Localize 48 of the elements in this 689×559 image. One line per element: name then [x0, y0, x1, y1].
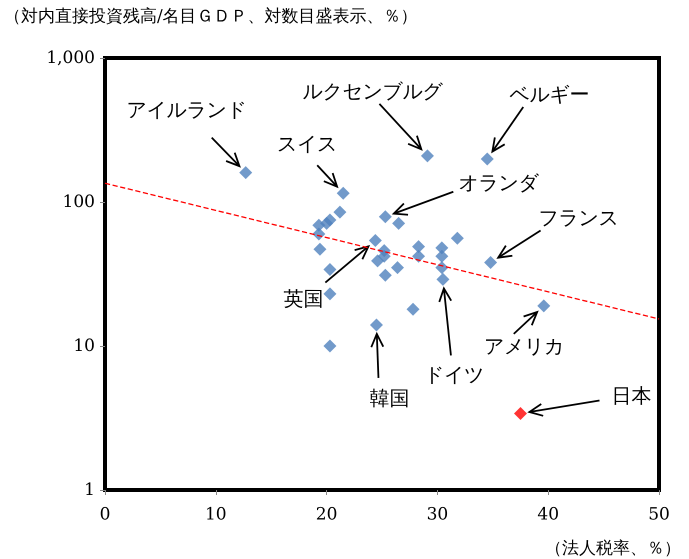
point — [436, 272, 450, 286]
y-axis-title: （対内直接投資残高/名目ＧＤＰ、対数目盛表示、％） — [4, 6, 418, 26]
point — [514, 406, 527, 420]
point — [333, 206, 346, 219]
x-axis-title: （法人税率、％） — [545, 538, 681, 558]
annotation: オランダ — [458, 170, 540, 195]
x-tick-label: 20 — [316, 504, 338, 524]
y-tick-label: 100 — [62, 192, 95, 212]
annotation: ベルギー — [509, 82, 590, 106]
point — [450, 232, 464, 245]
x-tick-label: 40 — [537, 504, 560, 524]
y-tick-label: 1 — [84, 480, 95, 500]
annotation: アイルランド — [126, 98, 247, 122]
annotation: アメリカ — [484, 334, 564, 358]
annotation: フランス — [538, 206, 619, 230]
x-tick-label: 10 — [204, 504, 227, 524]
annotation: ドイツ — [424, 362, 484, 386]
point — [239, 166, 252, 180]
annotation: ルクセンブルグ — [302, 78, 444, 103]
x-tick-label: 50 — [648, 504, 670, 524]
point — [420, 149, 434, 162]
x-tick-label: 30 — [426, 504, 448, 524]
point — [484, 256, 498, 270]
point — [406, 302, 420, 316]
y-tick-label: 10 — [73, 336, 95, 356]
annotation: 日本 — [612, 383, 652, 408]
point — [323, 340, 336, 352]
y-tick-label: 1,000 — [46, 48, 95, 68]
annotation: 韓国 — [369, 386, 410, 410]
point — [323, 262, 336, 276]
point — [412, 250, 426, 263]
x-tick-label: 0 — [100, 504, 110, 524]
point — [537, 299, 550, 312]
point — [378, 268, 392, 282]
point — [412, 240, 426, 254]
point — [391, 261, 404, 274]
point — [435, 250, 448, 263]
point — [480, 152, 494, 166]
annotation: 英国 — [283, 286, 324, 311]
point — [313, 242, 326, 256]
point — [371, 254, 384, 268]
point — [370, 318, 383, 332]
point — [368, 234, 382, 248]
point — [392, 216, 406, 230]
point — [378, 210, 392, 224]
point — [323, 287, 336, 300]
annotation: スイス — [277, 131, 338, 156]
point — [336, 186, 350, 200]
